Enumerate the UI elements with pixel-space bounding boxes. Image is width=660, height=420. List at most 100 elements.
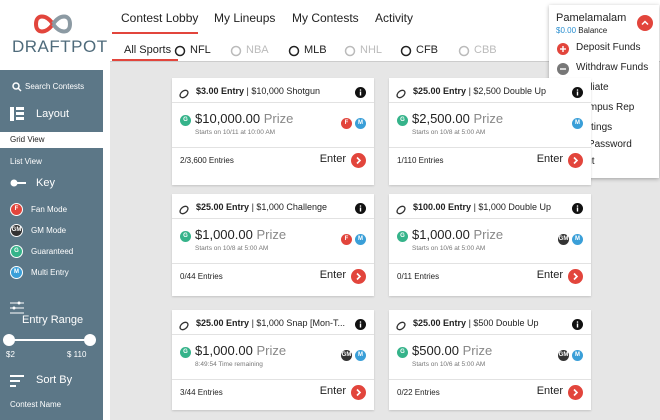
sort-option[interactable]: Contest Name	[10, 400, 62, 409]
range-handle-max[interactable]	[84, 334, 96, 346]
enter-label[interactable]: Enter	[536, 385, 563, 397]
sport-tab[interactable]: NFL	[190, 44, 211, 56]
start-time: Starts on 10/8 at 5:00 AM	[195, 245, 269, 252]
prize: $1,000.00 Prize	[195, 227, 286, 242]
nav-tab[interactable]: Activity	[375, 11, 414, 25]
menu-icon	[557, 62, 569, 80]
menu-item[interactable]: Withdraw Funds	[576, 62, 649, 73]
card-title: $25.00 Entry | $2,500 Double Up	[413, 86, 546, 96]
prize: $2,500.00 Prize	[412, 111, 503, 126]
balance-label: Balance	[578, 26, 608, 35]
menu-item[interactable]: Deposit Funds	[576, 42, 641, 53]
info-icon	[355, 317, 366, 335]
divider	[172, 334, 374, 335]
nav-tab[interactable]: My Contests	[292, 11, 359, 25]
key-icon	[10, 179, 26, 187]
layout-option[interactable]: List View	[10, 157, 42, 166]
prize: $500.00 Prize	[412, 343, 492, 358]
prize-badge: G	[397, 115, 408, 126]
key-label: Guaranteed	[31, 247, 74, 256]
prize-badge: G	[397, 347, 408, 358]
contest-card[interactable]: $25.00 Entry | $1,000 Challenge G $1,000.0…	[172, 194, 374, 296]
sport-tab[interactable]: All Sports	[124, 44, 172, 56]
divider	[389, 102, 591, 103]
mode-badge: GM	[558, 234, 569, 245]
contest-card[interactable]: $25.00 Entry | $1,000 Snap [Mon-T... G $1,…	[172, 310, 374, 410]
info-icon	[572, 201, 583, 219]
card-title: $25.00 Entry | $1,000 Challenge	[196, 202, 327, 212]
range-track	[8, 339, 90, 341]
nav-tab[interactable]: Contest Lobby	[121, 11, 199, 25]
enter-label[interactable]: Enter	[319, 385, 346, 397]
range-handle-min[interactable]	[3, 334, 15, 346]
key-label: Multi Entry	[31, 268, 69, 277]
username: Pamelamalam	[556, 12, 627, 24]
search-icon	[12, 82, 22, 92]
prize-label: Prize	[263, 111, 294, 126]
sport-tab: CBB	[474, 44, 497, 56]
nav-tab[interactable]: My Lineups	[214, 11, 276, 25]
logo-mark	[33, 14, 73, 34]
balance: $0.00 Balance	[556, 26, 607, 35]
enter-button[interactable]	[568, 269, 583, 289]
key-badge: G	[10, 245, 23, 258]
mode-badge: F	[341, 234, 352, 245]
sport-icon	[288, 44, 300, 62]
sport-tab[interactable]: CFB	[416, 44, 438, 56]
layout-option[interactable]: Grid View	[10, 135, 45, 144]
mode-badge: M	[355, 234, 366, 245]
range-min: $2	[6, 350, 15, 359]
mode-badge: M	[572, 350, 583, 361]
entries: 2/3,600 Entries	[180, 156, 234, 165]
entries: 0/44 Entries	[180, 272, 223, 281]
entry-fee: $25.00 Entry	[413, 86, 467, 96]
prize-badge: G	[180, 231, 191, 242]
menu-item[interactable]: Affiliate	[576, 82, 609, 93]
card-title: $25.00 Entry | $1,000 Snap [Mon-T...	[196, 318, 345, 328]
divider	[172, 147, 374, 148]
sport-tab[interactable]: MLB	[304, 44, 327, 56]
prize-amount: $1,000.00	[412, 227, 470, 242]
menu-toggle[interactable]	[637, 15, 653, 31]
divider	[389, 379, 591, 380]
enter-button[interactable]	[568, 153, 583, 173]
divider	[172, 263, 374, 264]
sport-tab: NBA	[246, 44, 269, 56]
enter-button[interactable]	[351, 269, 366, 289]
contest-card[interactable]: $25.00 Entry | $500 Double Up G $500.00 Pr…	[389, 310, 591, 410]
menu-item[interactable]: Campus Rep	[576, 102, 635, 113]
prize: $10,000.00 Prize	[195, 111, 293, 126]
info-icon	[572, 85, 583, 103]
sport-icon	[344, 44, 356, 62]
enter-button[interactable]	[351, 385, 366, 405]
entries: 0/22 Entries	[397, 388, 440, 397]
divider	[172, 379, 374, 380]
enter-button[interactable]	[351, 153, 366, 173]
balance-amount: $0.00	[556, 26, 577, 35]
key-badge: F	[10, 203, 23, 216]
sort-title: Sort By	[36, 374, 73, 386]
sport-icon	[400, 44, 412, 62]
mode-badge: M	[572, 118, 583, 129]
divider	[389, 147, 591, 148]
contest-card[interactable]: $3.00 Entry | $10,000 Shotgun G $10,000.00…	[172, 78, 374, 185]
start-time: Starts on 10/11 at 10:00 AM	[195, 129, 276, 136]
divider	[389, 334, 591, 335]
mode-badge: F	[341, 118, 352, 129]
enter-label[interactable]: Enter	[319, 153, 346, 165]
search-contests[interactable]: Search Contests	[25, 82, 85, 91]
menu-item[interactable]: Settings	[576, 122, 613, 133]
start-time: Starts on 10/6 at 5:00 AM	[412, 245, 486, 252]
divider	[172, 102, 374, 103]
contest-name: | $1,000 Challenge	[251, 202, 327, 212]
divider	[172, 218, 374, 219]
menu-item[interactable]: Reset Password	[559, 139, 632, 150]
info-icon	[572, 317, 583, 335]
prize-amount: $10,000.00	[195, 111, 261, 126]
enter-button[interactable]	[568, 385, 583, 405]
contest-card[interactable]: $25.00 Entry | $2,500 Double Up G $2,500.0…	[389, 78, 591, 185]
enter-label[interactable]: Enter	[319, 269, 346, 281]
enter-label[interactable]: Enter	[536, 153, 563, 165]
contest-card[interactable]: $100.00 Entry | $1,000 Double Up G $1,000.…	[389, 194, 591, 296]
enter-label[interactable]: Enter	[536, 269, 563, 281]
